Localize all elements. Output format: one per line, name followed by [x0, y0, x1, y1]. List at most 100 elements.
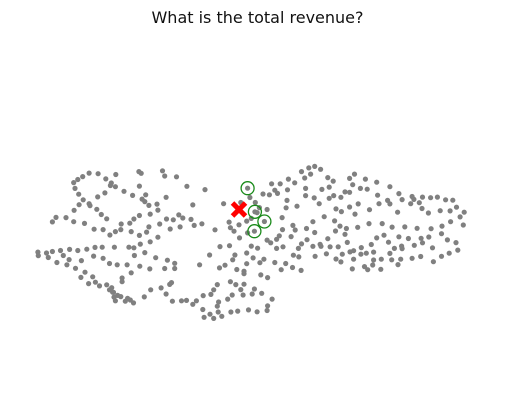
scatter-point	[385, 197, 391, 203]
scatter-point	[444, 237, 450, 243]
scatter-point	[371, 257, 377, 263]
scatter-point	[418, 235, 424, 241]
scatter-point	[201, 314, 207, 320]
scatter-point	[276, 233, 282, 239]
scatter-point	[402, 224, 408, 230]
scatter-point	[170, 217, 176, 223]
scatter-point	[337, 223, 343, 229]
scatter-point	[248, 215, 254, 221]
highlighted-point	[252, 209, 258, 215]
scatter-point	[374, 179, 380, 185]
scatter-point	[296, 254, 302, 260]
scatter-point	[232, 252, 238, 258]
scatter-point	[303, 225, 310, 232]
scatter-point	[197, 262, 203, 268]
scatter-point	[234, 266, 240, 273]
scatter-point	[131, 216, 137, 222]
scatter-point	[86, 170, 92, 176]
scatter-point	[72, 185, 78, 191]
scatter-point	[114, 262, 120, 268]
scatter-point	[375, 192, 381, 198]
scatter-point	[260, 191, 266, 197]
scatter-point	[419, 240, 426, 246]
scatter-point	[173, 174, 180, 180]
scatter-point	[81, 220, 88, 226]
scatter-point	[272, 187, 278, 193]
scatter-point	[289, 264, 296, 271]
scatter-point	[193, 298, 199, 304]
scatter-point	[136, 232, 142, 238]
scatter-point	[351, 256, 357, 262]
scatter-point	[217, 244, 223, 250]
scatter-point	[136, 183, 142, 189]
scatter-point	[279, 227, 286, 233]
scatter-point	[428, 195, 434, 201]
scatter-point	[294, 203, 300, 209]
scatter-point	[94, 206, 100, 212]
scatter-point	[268, 240, 274, 246]
scatter-point	[399, 246, 405, 252]
scatter-point	[350, 182, 356, 188]
scatter-point	[200, 306, 206, 313]
scatter-point	[126, 244, 132, 250]
scatter-point	[229, 292, 235, 298]
scatter-point	[244, 261, 250, 267]
scatter-point	[225, 296, 231, 302]
scatter-point	[112, 184, 118, 190]
scatter-point	[283, 260, 289, 267]
scatter-point	[399, 197, 405, 203]
scatter-point	[274, 236, 280, 242]
scatter-point	[312, 253, 318, 259]
scatter-point	[269, 181, 275, 187]
scatter-point	[269, 296, 275, 302]
scatter-point	[284, 187, 291, 193]
scatter-point	[326, 184, 332, 190]
scatter-point	[363, 250, 369, 256]
scatter-point	[216, 299, 222, 305]
scatter-point	[147, 266, 153, 272]
scatter-point	[344, 239, 350, 245]
scatter-point	[118, 227, 124, 233]
scatter-point	[347, 175, 353, 181]
scatter-point	[338, 259, 344, 265]
scatter-point	[222, 262, 228, 268]
scatter-point	[45, 254, 51, 261]
scatter-point	[252, 199, 258, 206]
scatter-point	[211, 315, 217, 321]
scatter-point	[35, 253, 41, 259]
scatter-point	[115, 292, 121, 298]
scatter-point	[395, 262, 401, 268]
scatter-point	[332, 228, 339, 234]
scatter-point	[408, 201, 414, 207]
scatter-point	[339, 251, 345, 257]
scatter-point	[228, 309, 234, 315]
scatter-point	[214, 303, 220, 309]
scatter-point	[453, 204, 460, 210]
scatter-point	[438, 231, 445, 237]
scatter-point	[71, 207, 77, 213]
scatter-point	[159, 168, 166, 174]
scatter-point	[49, 248, 56, 255]
scatter-point	[184, 183, 190, 189]
scatter-point	[137, 241, 143, 247]
scatter-point	[118, 221, 124, 227]
scatter-point	[236, 222, 242, 228]
scatter-point	[325, 175, 331, 181]
scatter-point	[66, 257, 72, 263]
scatter-point	[144, 229, 150, 235]
scatter-point	[208, 291, 214, 297]
scatter-point	[409, 255, 415, 261]
scatter-point	[255, 245, 261, 251]
scatter-point	[298, 241, 305, 247]
scatter-point	[238, 287, 244, 293]
scatter-point	[374, 235, 380, 241]
scatter-point	[379, 221, 385, 227]
scatter-point	[124, 262, 130, 268]
scatter-point	[57, 247, 64, 254]
scatter-point	[78, 258, 84, 264]
scatter-point	[162, 173, 168, 179]
scatter-point	[125, 295, 131, 301]
scatter-point	[391, 245, 397, 251]
scatter-point	[264, 206, 270, 213]
scatter-point	[265, 275, 271, 281]
